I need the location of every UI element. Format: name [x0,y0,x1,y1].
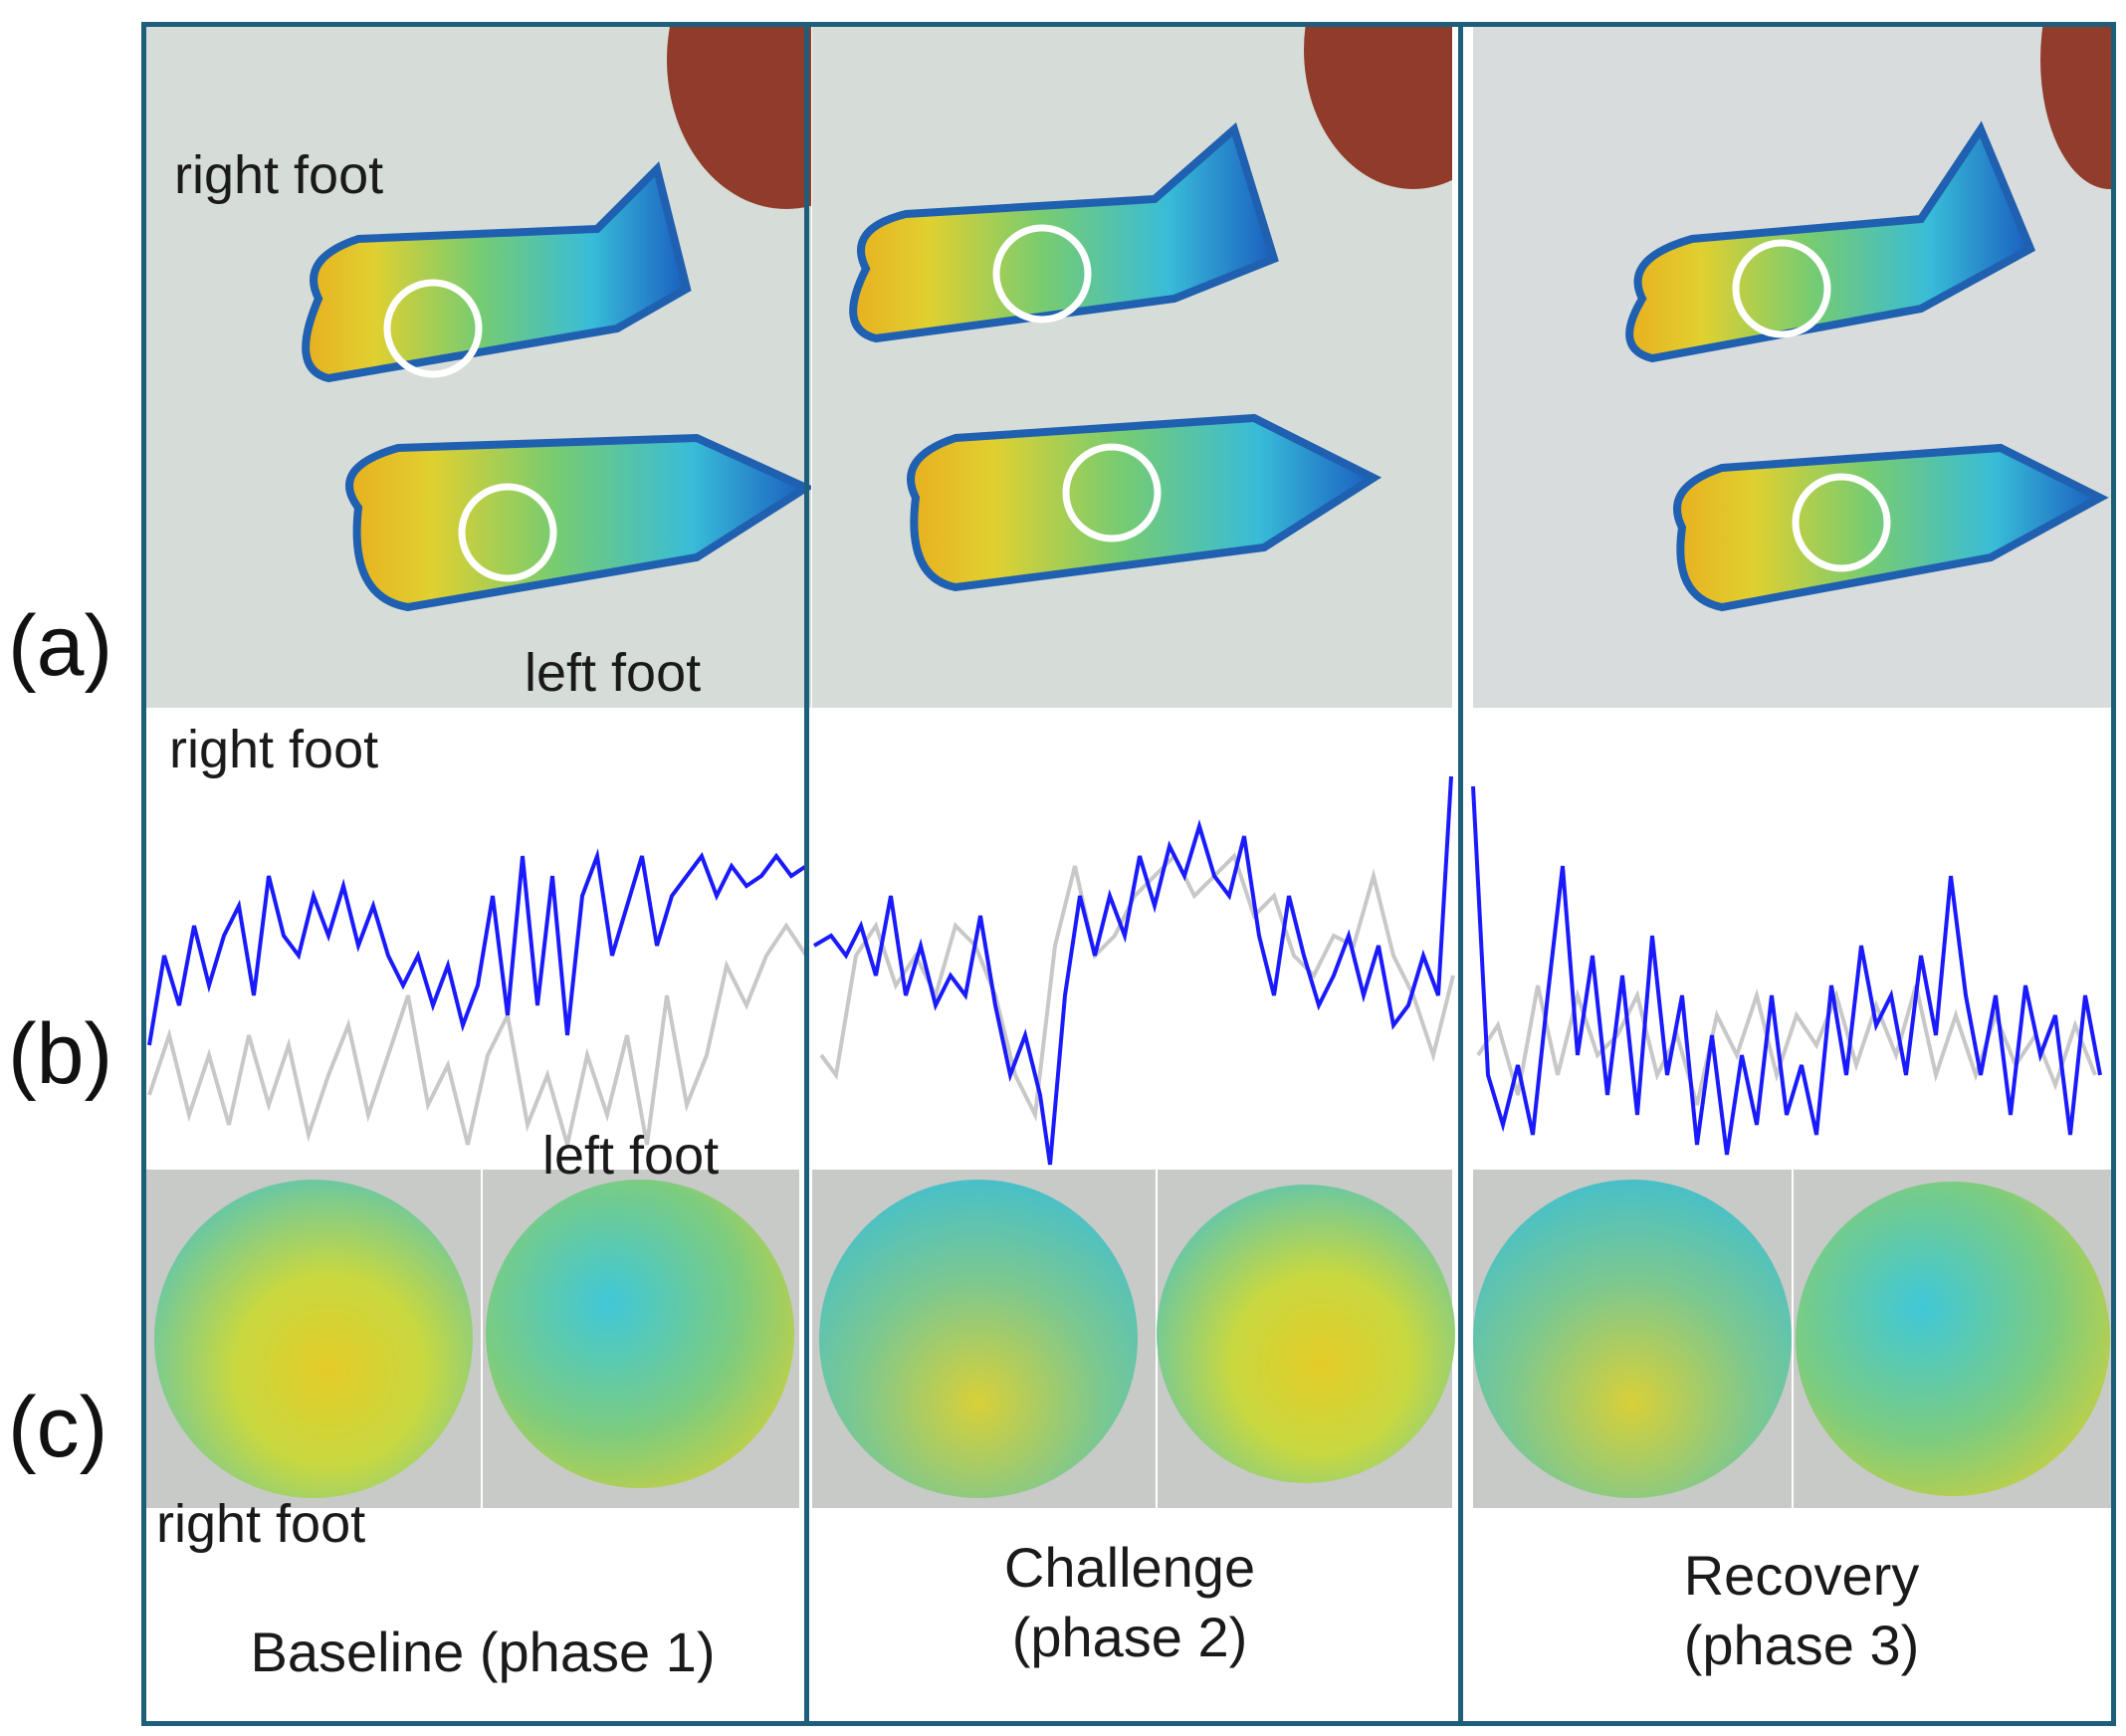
label-thermal-left-foot: left foot [525,643,702,703]
phase-3-caption: Recovery (phase 3) [1563,1541,2040,1680]
phase-2-caption: Challenge (phase 2) [896,1533,1364,1672]
heatmap-p1-right [486,1180,794,1488]
heatmap-p3-left [1473,1180,1792,1498]
phase-3-line-1: Recovery [1683,1544,1920,1607]
label-trace-right-foot: right foot [169,720,379,779]
phase-2-line-1: Challenge [1003,1536,1256,1599]
phase-3-line-2: (phase 3) [1683,1614,1920,1676]
figure-frame [141,22,2116,1726]
right-foot-trace-p3 [1471,785,2102,1156]
divider-2 [1458,22,1463,1726]
heatmap-p2-right [1157,1185,1455,1483]
row-label-a: (a) [8,598,113,694]
left-foot-trace-p3 [1476,984,2097,1106]
phase-2-line-2: (phase 2) [1011,1606,1248,1668]
divider-1 [804,22,809,1726]
right-foot-trace-p1 [147,848,808,1046]
left-foot-trace-p1 [147,922,808,1146]
heatmap-p1-left [154,1180,473,1498]
right-foot-trace-p2 [812,775,1453,1166]
label-trace-left-foot: left foot [542,1126,720,1186]
label-thermal-right-foot: right foot [174,145,384,205]
label-map-right-foot: right foot [156,1494,366,1554]
row-label-c: (c) [8,1380,108,1475]
heatmap-p2-left [819,1180,1138,1498]
phase-1-caption: Baseline (phase 1) [250,1621,716,1683]
row-label-b: (b) [8,1006,113,1102]
heatmap-p3-right [1796,1182,2110,1496]
